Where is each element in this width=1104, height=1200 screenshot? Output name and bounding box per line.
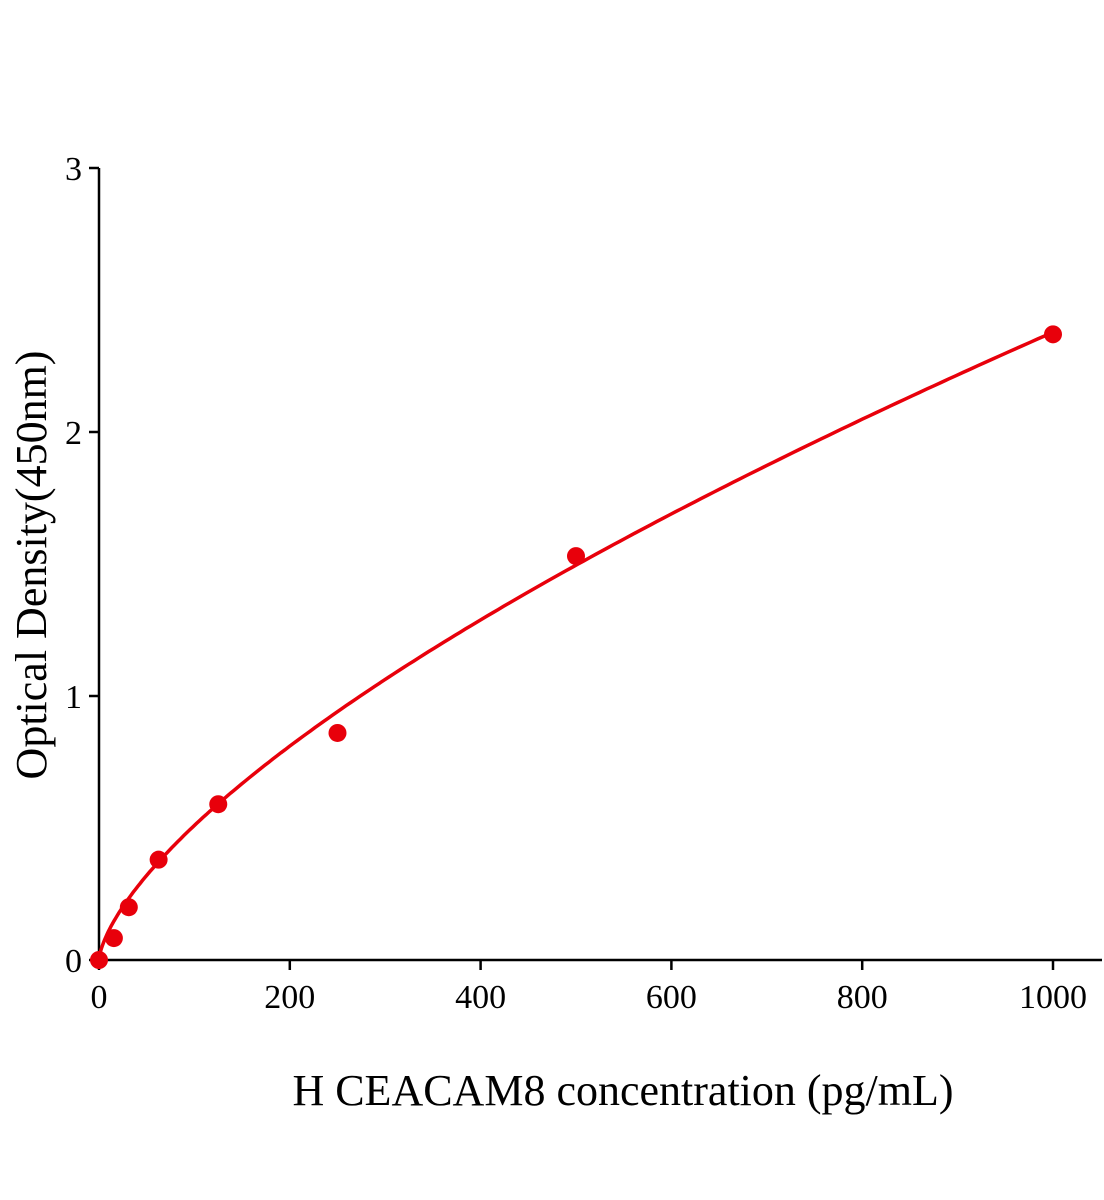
x-tick-label: 200 [264,979,315,1016]
data-point [119,898,138,917]
y-tick-label: 0 [65,943,82,980]
fit-curve [97,330,1054,961]
data-point [90,951,108,969]
data-point [567,547,585,566]
data-point [209,795,228,814]
data-point [1044,325,1062,344]
y-tick-label: 1 [65,679,82,716]
x-tick-label: 600 [646,979,697,1016]
y-tick-label: 2 [65,415,82,452]
x-tick-label: 800 [837,979,888,1016]
y-axis-title: Optical Density(450nm) [7,351,56,780]
axes: 0 200 400 600 800 1000 0 1 2 3 [65,151,1102,1016]
data-point [104,929,123,948]
data-point [328,723,347,742]
x-axis-title: H CEACAM8 concentration (pg/mL) [292,1066,953,1115]
y-tick-label: 3 [65,151,82,188]
data-points [90,325,1062,969]
x-tick-label: 400 [455,979,506,1016]
x-tick-label: 1000 [1019,979,1087,1016]
x-tick-label: 0 [91,979,108,1016]
data-point [149,850,168,869]
